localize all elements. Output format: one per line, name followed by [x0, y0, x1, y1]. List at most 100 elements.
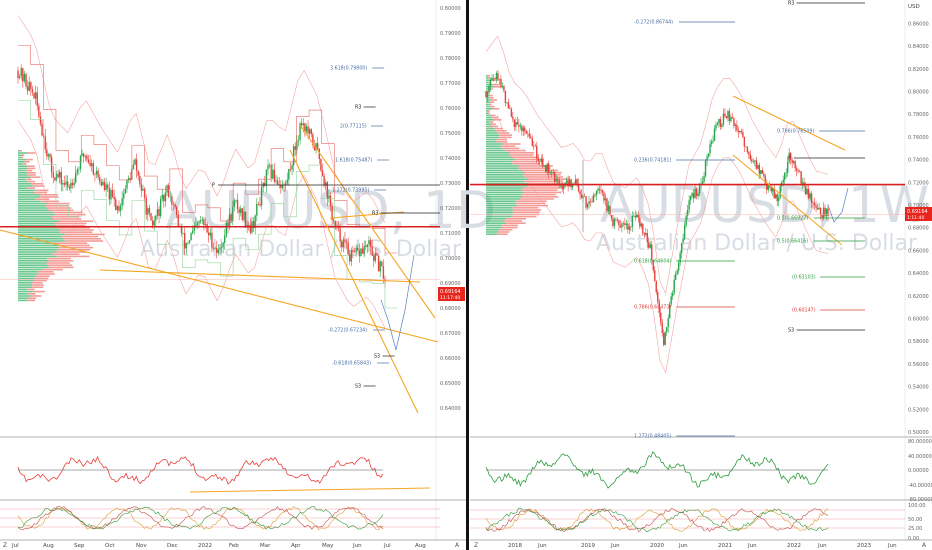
right-volume-profile-bar [486, 200, 517, 202]
right-candle-body [734, 124, 737, 126]
left-candle-body [119, 205, 122, 211]
right-candle-body [486, 91, 489, 98]
right-volume-profile-bar [486, 125, 493, 128]
right-candle-body [612, 218, 614, 226]
left-candle-body [44, 136, 46, 150]
left-candle-body [379, 261, 381, 272]
right-candle-body [758, 164, 761, 174]
right-y-tick: 0.76000 [908, 135, 929, 141]
right-volume-profile-bar [523, 171, 562, 174]
right-envelope-line [485, 114, 829, 374]
panel-divider[interactable] [466, 0, 469, 550]
right-volume-profile-bar [496, 141, 508, 143]
left-candle-body [224, 235, 226, 243]
left-candle-body [57, 173, 59, 178]
left-volume-profile-bar [25, 169, 33, 172]
right-candle-body [588, 201, 590, 205]
left-candle-body [185, 242, 187, 249]
left-zoom-icon[interactable]: Z [3, 542, 7, 549]
right-volume-profile-bar [486, 222, 506, 224]
left-volume-profile-bar [62, 235, 99, 238]
left-candle-body [46, 149, 48, 157]
left-volume-profile-bar [18, 279, 34, 282]
right-candle-body [800, 171, 802, 184]
right-y-tick: 0.82000 [908, 67, 929, 73]
right-zoom-icon[interactable]: Z [474, 542, 478, 549]
right-oscillator-tick: -80.00000 [908, 497, 932, 503]
left-volume-profile-bar [18, 194, 40, 196]
left-candle-body [116, 206, 119, 211]
right-candle-body [752, 161, 755, 163]
left-volume-profile-bar [27, 293, 36, 295]
left-fib-label: P [212, 183, 215, 189]
left-fib-label: 3.618(0.79800) [330, 66, 367, 72]
right-fib-label: 0.786(0.76509) [777, 129, 814, 135]
left-stochastic-line [17, 506, 384, 530]
left-volume-profile-bar [57, 244, 90, 247]
right-volume-profile-bar [486, 154, 510, 156]
right-candle-body [489, 80, 492, 87]
right-fib-label: 0.236(0.74181) [634, 158, 671, 164]
left-candle-body [188, 240, 191, 243]
right-volume-profile-bar [486, 130, 497, 132]
left-volume-profile-bar [18, 275, 36, 277]
right-volume-profile-bar [517, 204, 549, 207]
right-candle-body [804, 186, 807, 195]
left-candle-body [302, 123, 304, 126]
right-volume-profile-bar [521, 189, 558, 191]
right-volume-profile-bar [486, 145, 501, 147]
left-candle-body [350, 249, 353, 262]
right-auto-scale-icon[interactable]: A [922, 542, 927, 549]
left-auto-scale-icon[interactable]: A [455, 542, 460, 549]
right-volume-profile-bar [486, 119, 494, 121]
right-candle-body [646, 233, 648, 243]
right-candle-body [807, 188, 810, 199]
right-volume-profile-bar [486, 86, 494, 88]
right-y-tick: 0.52000 [908, 407, 929, 413]
left-candle-body [39, 116, 42, 124]
left-candle-body [289, 168, 292, 170]
left-candle-body [30, 82, 32, 90]
left-chart-layer: 0.80000 0.79000 0.78000 0.77000 0.76000 0.750… [0, 6, 461, 549]
left-y-tick: 0.73000 [440, 181, 461, 187]
right-candle-body [627, 223, 629, 230]
left-volume-profile-bar [35, 275, 50, 277]
right-stochastic-line [485, 508, 829, 533]
right-volume-profile-bar [505, 222, 526, 224]
right-candle-body [701, 181, 704, 184]
left-candle-body [284, 183, 287, 186]
left-fib-label: S3 [374, 354, 380, 360]
right-x-tick: Jun [887, 543, 897, 549]
left-candle-body [325, 182, 327, 186]
left-candle-body [84, 155, 87, 157]
right-candle-body [676, 270, 678, 275]
right-price-timer: 1:11:40 [907, 215, 924, 221]
right-volume-profile-bar [488, 75, 490, 77]
right-candle-body [530, 136, 532, 139]
right-x-tick: Jun [678, 543, 688, 549]
right-volume-profile-bar [486, 204, 518, 207]
right-candle-body [677, 262, 680, 271]
right-candle-body [652, 259, 654, 271]
right-candle-body [737, 130, 740, 133]
left-candle-body [235, 199, 237, 201]
right-stochastic-tick: 50.00 [908, 517, 922, 523]
left-candle-body [321, 170, 324, 176]
left-candle-body [326, 182, 329, 200]
right-candle-body [509, 108, 511, 110]
right-volume-profile-bar [488, 77, 490, 79]
left-candle-body [341, 241, 343, 248]
right-volume-profile-bar [486, 178, 528, 180]
left-volume-profile-bar [27, 152, 36, 154]
right-candle-body [564, 182, 566, 185]
left-candle-body [169, 196, 171, 197]
left-volume-profile-bar [18, 161, 25, 163]
left-volume-profile-bar [18, 205, 46, 207]
left-candle-body [94, 174, 96, 175]
right-candle-body [770, 186, 772, 192]
left-candle-body [65, 181, 67, 185]
right-candle-body [788, 152, 790, 162]
right-volume-profile-bar [486, 233, 497, 235]
right-volume-profile-bar [511, 215, 537, 218]
left-volume-profile-bar [18, 213, 56, 216]
